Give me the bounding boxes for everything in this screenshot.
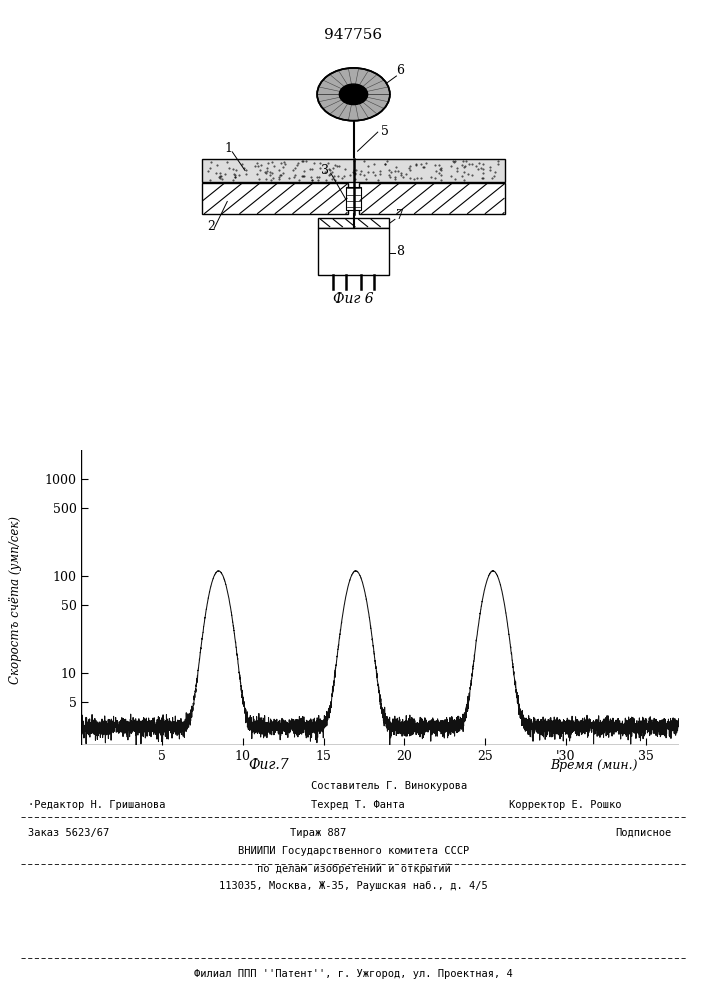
Text: Техред Т. Фанта: Техред Т. Фанта xyxy=(311,800,405,810)
Text: ВНИИПИ Государственного комитета СССР: ВНИИПИ Государственного комитета СССР xyxy=(238,846,469,856)
Bar xyxy=(359,183,505,214)
Text: ·Редактор Н. Гришанова: ·Редактор Н. Гришанова xyxy=(28,800,165,810)
Text: Тираж 887: Тираж 887 xyxy=(290,828,346,838)
Text: 5: 5 xyxy=(381,125,389,138)
Text: Корректор Е. Рошко: Корректор Е. Рошко xyxy=(509,800,621,810)
Bar xyxy=(346,187,361,210)
Text: 2: 2 xyxy=(207,220,215,233)
Text: 113035, Москва, Ж-35, Раушская наб., д. 4/5: 113035, Москва, Ж-35, Раушская наб., д. … xyxy=(219,881,488,891)
Text: 1: 1 xyxy=(225,142,233,155)
Bar xyxy=(202,183,348,214)
Text: Фиг.7: Фиг.7 xyxy=(248,758,289,772)
Text: 3: 3 xyxy=(321,164,329,177)
Text: 7: 7 xyxy=(397,209,404,222)
Text: Составитель Г. Винокурова: Составитель Г. Винокурова xyxy=(310,781,467,791)
Text: Время (мин.): Время (мин.) xyxy=(550,758,638,772)
Text: 8: 8 xyxy=(397,245,404,258)
Bar xyxy=(318,218,389,228)
Circle shape xyxy=(317,68,390,121)
Text: 947756: 947756 xyxy=(325,28,382,42)
Bar xyxy=(202,158,505,182)
Text: Подписное: Подписное xyxy=(615,828,672,838)
Bar xyxy=(318,228,389,275)
Text: Фиг 6: Фиг 6 xyxy=(333,292,374,306)
Circle shape xyxy=(339,84,368,105)
Text: Филиал ППП ''Патент'', г. Ужгород, ул. Проектная, 4: Филиал ППП ''Патент'', г. Ужгород, ул. П… xyxy=(194,969,513,979)
Text: по делам изобретений и открытий: по делам изобретений и открытий xyxy=(257,863,450,874)
Text: Скоростъ счёта (умп/сек): Скоростъ счёта (умп/сек) xyxy=(9,516,22,684)
Text: Заказ 5623/67: Заказ 5623/67 xyxy=(28,828,110,838)
Text: 6: 6 xyxy=(397,64,404,77)
